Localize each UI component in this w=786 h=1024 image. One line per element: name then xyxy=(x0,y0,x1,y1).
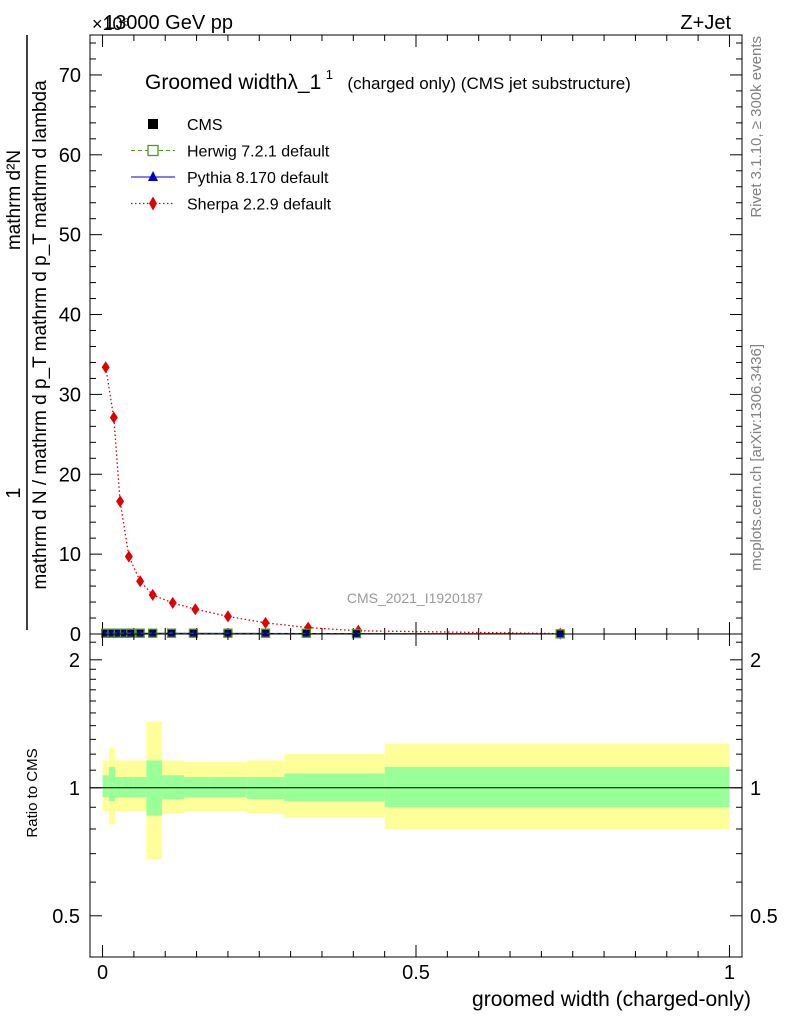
main-ytick-label: 50 xyxy=(59,225,81,247)
sherpa-point xyxy=(124,550,133,563)
ratio-band-inner xyxy=(121,777,134,798)
energy-label: 13000 GeV pp xyxy=(104,12,233,34)
ratio-band-inner xyxy=(133,777,147,798)
main-ytick-label: 10 xyxy=(59,544,81,566)
ratio-band-inner xyxy=(209,777,247,798)
sherpa-point xyxy=(168,596,177,609)
legend-label: Sherpa 2.2.9 default xyxy=(187,197,332,214)
sherpa-point xyxy=(101,361,110,374)
ratio-band-inner xyxy=(115,777,122,798)
ratio-ytick-label: 0.5 xyxy=(52,906,80,928)
main-ytick-label: 20 xyxy=(59,464,81,486)
y-exponent-label: ×10⁶ xyxy=(92,14,130,34)
legend-label: Pythia 8.170 default xyxy=(187,170,329,187)
legend-label: Herwig 7.2.1 default xyxy=(187,144,330,161)
sherpa-point xyxy=(261,616,270,629)
main-ylabel-top: mathrm d²N xyxy=(4,150,25,250)
main-panel: 0 10 20 30 40 50 60 70 xyxy=(59,34,743,646)
rivet-version-label: Rivet 3.1.10, ≥ 300k events xyxy=(748,36,765,218)
sherpa-point xyxy=(223,610,232,623)
legend-marker xyxy=(149,196,157,211)
process-label: Z+Jet xyxy=(680,12,731,34)
ratio-ytick-label-right: 1 xyxy=(750,778,761,800)
legend: CMS Herwig 7.2.1 default Pythia 8.170 defa… xyxy=(131,117,332,214)
ratio-band-inner xyxy=(384,766,730,808)
ratio-ylabel: Ratio to CMS xyxy=(24,748,41,837)
sherpa-point xyxy=(148,588,157,601)
ratio-band-inner xyxy=(184,777,210,798)
mcplots-label: mcplots.cern.ch [arXiv:1306.3436] xyxy=(748,344,765,571)
sherpa-line xyxy=(105,367,561,635)
sherpa-point xyxy=(191,603,200,616)
main-ytick-label: 30 xyxy=(59,384,81,406)
x-tick-label: 0 xyxy=(97,962,108,984)
x-tick-label: 1 xyxy=(724,962,735,984)
x-axis-label: groomed width (charged-only) xyxy=(472,988,751,1011)
sherpa-point xyxy=(116,495,125,508)
main-title: Groomed widthλ_1 1 (charged only) (CMS j… xyxy=(145,66,631,94)
main-ylabel-numerator: 1 xyxy=(3,487,25,498)
legend-marker xyxy=(147,144,159,157)
ratio-ytick-label: 1 xyxy=(69,778,80,800)
ratio-panel: 0.5 0.5 1 1 2 2 0 0.5 1 xyxy=(52,633,778,984)
ratio-band-inner xyxy=(102,775,109,798)
main-ytick-label: 70 xyxy=(59,65,81,87)
legend-marker xyxy=(148,171,158,181)
watermark: CMS_2021_I1920187 xyxy=(347,590,483,606)
main-title-sup: 1 xyxy=(326,67,333,82)
main-ylabel-denominator: mathrm d N / mathrm d p_T mathrm d p_T m… xyxy=(30,80,51,590)
ratio-ytick-label-right: 2 xyxy=(750,650,761,672)
ratio-ytick-label: 2 xyxy=(69,650,80,672)
sherpa-point xyxy=(109,411,118,424)
legend-label: CMS xyxy=(187,117,223,134)
main-ytick-label: 0 xyxy=(70,624,81,646)
main-ytick-label: 40 xyxy=(59,305,81,327)
x-tick-label: 0.5 xyxy=(402,962,430,984)
main-title-main: Groomed widthλ_1 xyxy=(145,71,321,94)
ratio-ytick-label-right: 0.5 xyxy=(750,906,778,928)
ratio-band-inner xyxy=(162,775,185,800)
main-title-rest: (charged only) (CMS jet substructure) xyxy=(347,74,630,93)
legend-marker xyxy=(148,119,158,129)
ratio-band-inner xyxy=(108,766,116,802)
main-ytick-label: 60 xyxy=(59,145,81,167)
sherpa-point xyxy=(136,575,145,588)
